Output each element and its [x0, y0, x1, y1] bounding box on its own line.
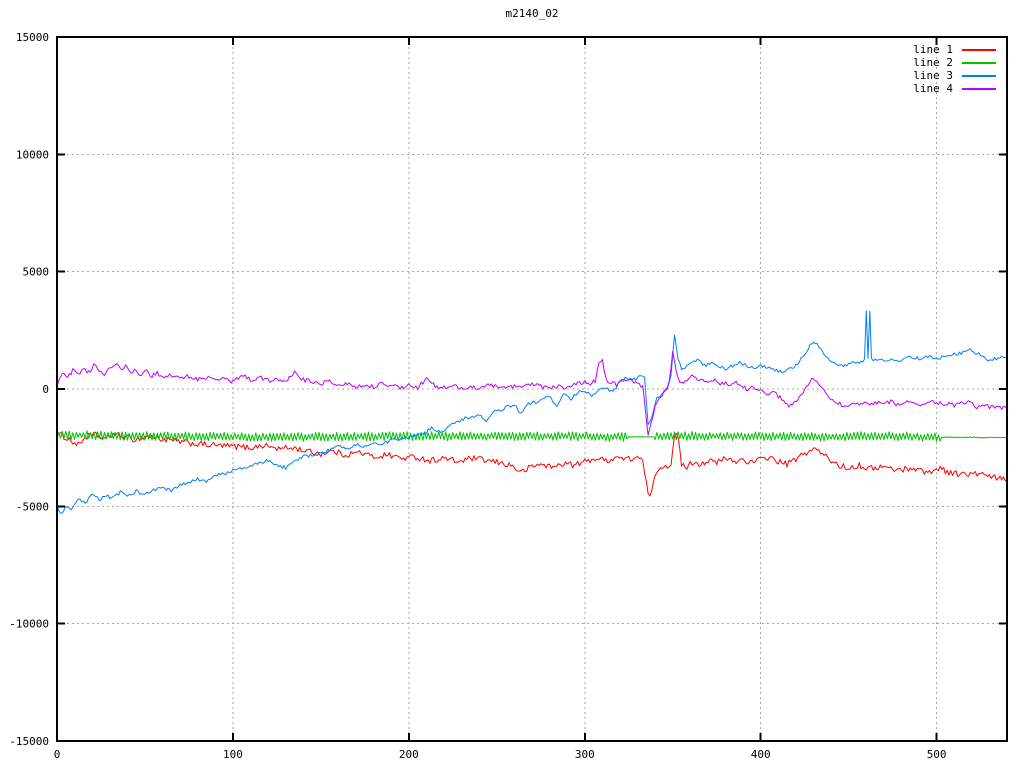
legend-item: line 3 [913, 69, 996, 82]
x-tick-label-0: 0 [54, 748, 61, 761]
series-line-3 [57, 310, 1007, 514]
legend-line-sample [962, 61, 996, 64]
legend-label: line 4 [913, 82, 953, 95]
legend: line 1 line 2 line 3 line 4 [913, 43, 996, 95]
y-tick-label-0: 0 [42, 383, 49, 396]
legend-item: line 1 [913, 43, 996, 56]
legend-item: line 2 [913, 56, 996, 69]
legend-label: line 2 [913, 56, 953, 69]
legend-label: line 3 [913, 69, 953, 82]
series-line-2 [57, 430, 1007, 442]
legend-line-sample [962, 74, 996, 77]
x-tick-label-300: 300 [575, 748, 595, 761]
y-tick-label-10000: 10000 [16, 148, 49, 161]
y-tick-label--10000: -10000 [9, 618, 49, 631]
legend-label: line 1 [913, 43, 953, 56]
legend-line-sample [962, 48, 996, 51]
legend-item: line 4 [913, 82, 996, 95]
y-tick-label--5000: -5000 [16, 500, 49, 513]
x-tick-label-200: 200 [399, 748, 419, 761]
y-tick-label-15000: 15000 [16, 31, 49, 44]
y-tick-label-5000: 5000 [23, 266, 50, 279]
x-tick-label-500: 500 [927, 748, 947, 761]
y-tick-label--15000: -15000 [9, 735, 49, 748]
legend-line-sample [962, 87, 996, 90]
chart-title: m2140_02 [505, 7, 559, 20]
x-tick-label-100: 100 [223, 748, 243, 761]
x-tick-label-400: 400 [751, 748, 771, 761]
series-line-4 [57, 350, 1007, 436]
series-line-1 [57, 431, 1007, 497]
